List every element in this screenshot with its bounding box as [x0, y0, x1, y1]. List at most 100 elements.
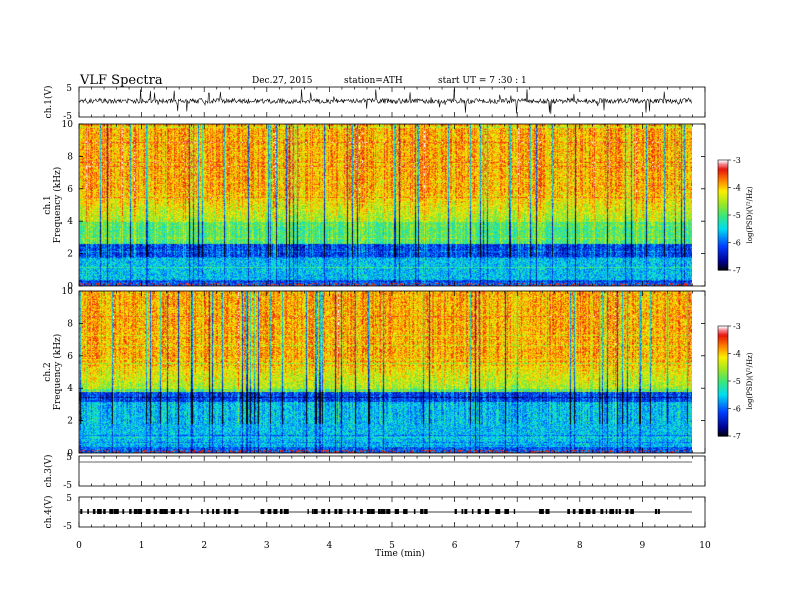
start-time-label: start UT = 7 :30 : 1 [438, 76, 527, 86]
ch2-spectrogram-ytick-label: 4 [67, 384, 73, 394]
ch2-colorbar-cell [718, 372, 728, 375]
ch2-colorbar-cell [718, 364, 728, 367]
ch2-colorbar-cell [718, 394, 728, 397]
ch4-ytick-bottom: -5 [63, 522, 72, 532]
ch4-pulse [403, 509, 408, 514]
ch1-colorbar-cell [718, 267, 728, 270]
ch1-colorbar-cell [718, 257, 728, 260]
ch4-pulse [567, 509, 570, 514]
ch2-colorbar-cell [718, 343, 728, 346]
ch2-colorbar-cell [718, 404, 728, 407]
ch4-pulse [477, 509, 481, 514]
ch1-colorbar-cell [718, 204, 728, 206]
ch4-ylabel: ch.4(V) [43, 496, 54, 529]
ch2-colorbar-cell [718, 338, 728, 341]
x-tick-label: 2 [201, 541, 207, 551]
ch1-ytick-top: 5 [66, 84, 72, 94]
ch4-pulse [186, 509, 189, 514]
ch1-ylabel: ch.1(V) [43, 86, 54, 119]
ch4-pulse [461, 509, 464, 514]
ch2-colorbar-cell [718, 400, 728, 403]
ch4-pulse [109, 509, 114, 514]
ch1-spectrogram-ytick-label: 8 [67, 152, 73, 162]
ch1-colorbar-cell [718, 166, 728, 169]
ch1-spectrogram-ytick-label: 10 [62, 120, 74, 130]
ch2-spectrogram-ylabel: ch.2 [43, 362, 53, 381]
ch1-colorbar-cell [718, 186, 728, 189]
ch1-spectrogram-ytick-label: 4 [67, 217, 73, 227]
ch2-colorbar-cell [718, 330, 728, 333]
ch1-colorbar-cell [718, 209, 728, 212]
ch1-colorbar-cell [718, 265, 728, 268]
ch4-pulse [471, 509, 474, 514]
ch2-colorbar-cell [718, 392, 728, 394]
ch1-colorbar-cell [718, 237, 728, 239]
x-axis-label: Time (min) [375, 548, 425, 559]
ch2-colorbar-cell [718, 350, 728, 353]
ch4-pulse [201, 509, 203, 514]
ch2-colorbar-cell [718, 348, 728, 350]
ch2-colorbar-cell [718, 425, 728, 427]
ch2-colorbar-cell [718, 383, 728, 386]
x-tick-label: 10 [699, 541, 711, 551]
ch2-colorbar-cell [718, 382, 728, 385]
ch4-pulse [464, 509, 468, 514]
ch1-colorbar-cell [718, 162, 728, 165]
ch4-pulse [159, 509, 164, 514]
ch4-pulse [625, 509, 629, 514]
ch4-ytick-top: 5 [66, 494, 72, 504]
ch2-spectrogram-ytick-label: 6 [67, 352, 73, 362]
ch1-colorbar-cell [718, 164, 728, 167]
ch3-ytick-bottom: -5 [63, 481, 72, 491]
ch4-pulse [420, 509, 424, 514]
ch4-pulse [600, 509, 604, 514]
ch1-colorbar-cell [718, 176, 728, 179]
ch1-colorbar-cell [718, 224, 728, 227]
x-tick-labels: 0 1 2 3 4 5 6 7 8 9 10 [76, 541, 711, 551]
ch1-colorbar-cell [718, 182, 728, 184]
ch2-colorbar-cell [718, 393, 728, 396]
ch1-colorbar-cell [718, 243, 728, 246]
ch4-pulse [223, 509, 227, 514]
ch2-colorbar-cell [718, 367, 728, 370]
ch2-colorbar-cell [718, 385, 728, 388]
ch4-pulse [163, 509, 168, 514]
ch1-colorbar-cell [718, 169, 728, 172]
ch2-colorbar-cell [718, 422, 728, 425]
ch1-colorbar-cell [718, 180, 728, 183]
ch2-colorbar-cell [718, 337, 728, 339]
ch2-colorbar-cell [718, 328, 728, 331]
ch1-colorbar-cell [718, 220, 728, 223]
ch1-colorbar-cell [718, 256, 728, 259]
ch1-colorbar-cell [718, 195, 728, 198]
ch2-colorbar-cell [718, 390, 728, 393]
ch4-pulse [113, 509, 119, 514]
ch4-pulse [413, 509, 416, 514]
ch2-colorbar-cell [718, 405, 728, 408]
ch2-colorbar-cell [718, 332, 728, 335]
ch4-pulse [585, 509, 591, 514]
ch1-spectrogram-ytick-label: 6 [67, 185, 73, 195]
ch2-colorbar-cell [718, 374, 728, 377]
ch4-pulse [283, 509, 289, 514]
ch1-colorbar-tick-label: -6 [733, 239, 741, 248]
ch1-colorbar-cell [718, 213, 728, 216]
ch4-pulse [609, 509, 615, 514]
ch1-colorbar-cell [718, 230, 728, 233]
ch1-colorbar-cell [718, 206, 728, 209]
ch4-pulse [545, 509, 550, 514]
ch1-colorbar-cell [718, 202, 728, 205]
ch4-pulse [378, 509, 381, 514]
ch4-pulse [273, 509, 278, 514]
ch2-colorbar-label: log(PSD)(V²/Hz) [746, 352, 754, 409]
ch2-colorbar-cell [718, 331, 728, 334]
ch2-colorbar-cell [718, 412, 728, 415]
ch1-colorbar-cell [718, 160, 728, 162]
ch2-colorbar-cell [718, 429, 728, 432]
ch2-colorbar-cell [718, 403, 728, 405]
ch1-waveform-panel: 5 -5 ch.1(V) [43, 84, 706, 122]
ch1-colorbar-cell [718, 197, 728, 200]
ch3-waveform-panel: 5 -5 ch.3(V) [43, 453, 706, 491]
ch4-pulse [618, 509, 621, 514]
ch2-colorbar-cell [718, 423, 728, 426]
